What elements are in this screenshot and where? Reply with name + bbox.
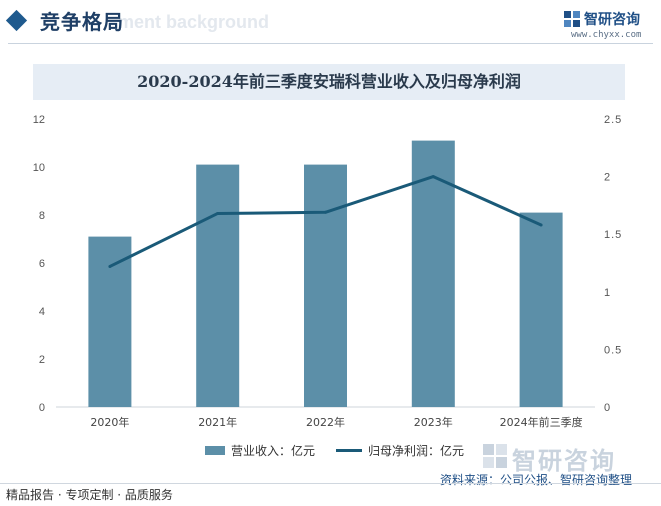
header: ment background 竞争格局 智研咨询 www.chyxx.com [0, 0, 661, 52]
section-title: 竞争格局 [40, 10, 124, 34]
legend-item-revenue: 营业收入：亿元 [205, 441, 315, 459]
y-right-tick-label: 1.5 [604, 229, 622, 241]
x-category-label: 2021年 [198, 415, 237, 429]
y-right-tick-label: 2 [604, 172, 611, 184]
revenue-bar [519, 212, 563, 407]
footer-brand-watermark: 智研咨询 [512, 447, 616, 475]
footer-logo-icon [483, 444, 507, 468]
y-right-tick-label: 2.5 [604, 114, 622, 126]
chart-title: 2020-2024年前三季度安瑞科营业收入及归母净利润 [137, 72, 521, 91]
footer-tagline: 精品报告 · 专项定制 · 品质服务 [6, 488, 173, 502]
y-left-tick-label: 8 [39, 210, 45, 222]
diamond-icon [5, 9, 28, 32]
chart-title-band: 2020-2024年前三季度安瑞科营业收入及归母净利润 [33, 64, 625, 100]
y-right-tick-label: 1 [604, 287, 611, 299]
net-profit-point [431, 175, 435, 179]
x-category-label: 2023年 [414, 415, 453, 429]
revenue-bar [304, 164, 347, 407]
legend-item-net-profit: 归母净利润：亿元 [336, 441, 464, 459]
y-left-tick-label: 6 [39, 258, 45, 270]
net-profit-point [324, 210, 327, 214]
footer-divider [0, 483, 661, 484]
y-left-tick-label: 2 [39, 354, 45, 366]
ghost-background-text: ment background [118, 12, 270, 32]
brand-name: 智研咨询 [584, 12, 640, 28]
net-profit-point [216, 211, 220, 215]
y-left-tick-label: 4 [39, 306, 45, 318]
brand-logo-icon [564, 11, 580, 27]
legend-line-swatch [336, 448, 362, 452]
net-profit-point [539, 223, 543, 227]
legend-label-net-profit: 归母净利润：亿元 [368, 443, 465, 458]
source-note: 资料来源：公司公报、智研咨询整理 [440, 473, 633, 487]
revenue-bar [411, 140, 455, 407]
legend-bar-swatch [205, 445, 225, 455]
x-category-label: 2020年 [90, 415, 129, 429]
legend: 营业收入：亿元 归母净利润：亿元 [0, 441, 661, 459]
brand-url: www.chyxx.com [571, 30, 642, 40]
y-left-tick-label: 0 [39, 402, 45, 414]
revenue-bar [88, 236, 132, 407]
y-left-tick-label: 10 [33, 162, 45, 174]
combo-chart: 0 2 4 6 8 10 12 0 0.5 1 1.5 2 2.5 2020年 2021年 2022年 2023… [33, 114, 622, 429]
x-category-label: 2024年前三季度 [500, 415, 583, 429]
y-right-tick-label: 0 [604, 402, 611, 414]
revenue-bar [196, 164, 240, 407]
header-divider [8, 43, 653, 44]
y-left-tick-label: 12 [33, 114, 45, 126]
x-category-label: 2022年 [306, 415, 345, 429]
net-profit-point [108, 264, 112, 268]
legend-label-revenue: 营业收入：亿元 [231, 443, 316, 458]
y-right-tick-label: 0.5 [604, 344, 622, 356]
